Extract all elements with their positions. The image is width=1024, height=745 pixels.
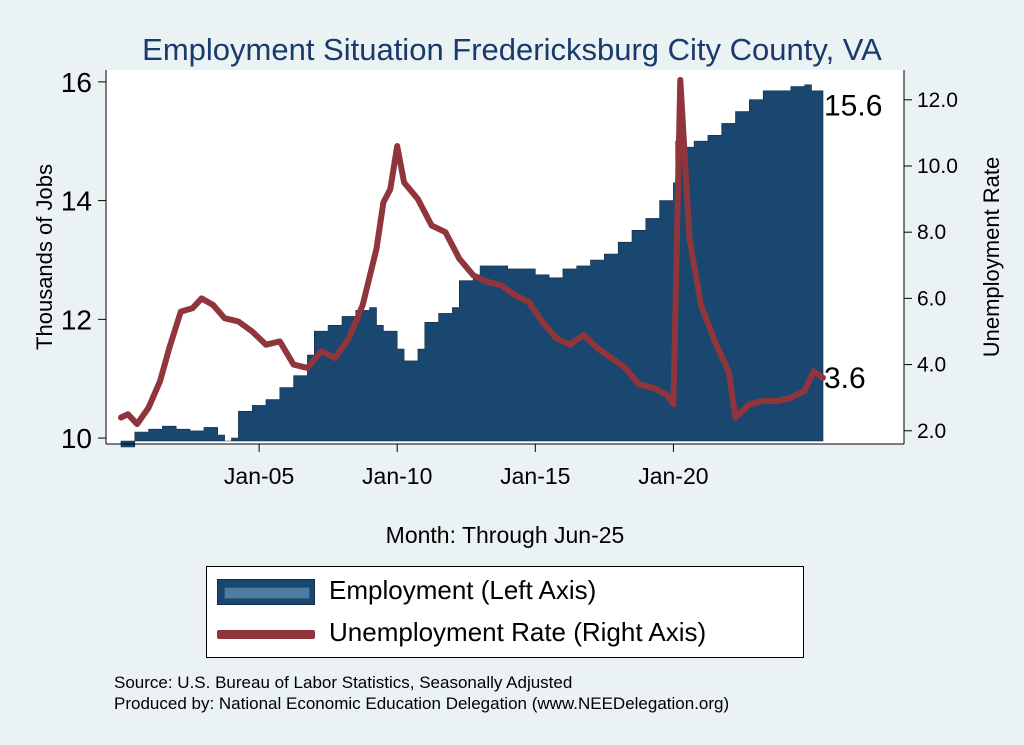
left-axis-tick-label: 16: [61, 67, 92, 98]
left-axis-tick-label: 10: [61, 423, 92, 454]
x-axis-tick-label: Jan-10: [362, 463, 432, 489]
employment-area-series: [120, 84, 824, 448]
axis-ticks: 10 12 14 16 2.0 4.0 6.0 8.0 10.0 12.0 Jan-05 Jan-10…: [61, 67, 958, 489]
employment-area: [120, 84, 824, 448]
unemployment-line: [118, 76, 826, 428]
x-axis-title: Month: Through Jun-25: [386, 522, 625, 548]
left-axis-title: Thousands of Jobs: [32, 164, 57, 350]
right-axis-tick-label: 4.0: [917, 354, 946, 377]
legend-label-employment: Employment (Left Axis): [329, 575, 597, 605]
right-axis-tick-label: 6.0: [917, 287, 946, 310]
unemployment-end-label: 3.6: [824, 362, 866, 395]
legend-item-unemployment: Unemployment Rate (Right Axis): [207, 615, 803, 655]
right-axis-title: Unemployment Rate: [979, 157, 1004, 358]
right-axis-tick-label: 12.0: [917, 89, 958, 112]
x-axis-tick-label: Jan-15: [500, 463, 570, 489]
left-axis-tick-label: 12: [61, 304, 92, 335]
left-axis-tick-label: 14: [61, 186, 92, 217]
source-note: Source: U.S. Bureau of Labor Statistics,…: [114, 673, 573, 692]
employment-end-label: 15.6: [824, 90, 882, 123]
right-axis-tick-label: 2.0: [917, 420, 946, 443]
legend: Employment (Left Axis) Unemployment Rate…: [206, 566, 804, 658]
produced-by-note: Produced by: National Economic Education…: [114, 694, 730, 713]
employment-swatch: [217, 579, 315, 605]
right-axis-tick-label: 8.0: [917, 221, 946, 244]
unemployment-line-series: [118, 76, 826, 428]
legend-item-employment: Employment (Left Axis): [207, 573, 803, 613]
chart-title: Employment Situation Fredericksburg City…: [142, 32, 882, 67]
unemployment-swatch: [217, 630, 315, 639]
x-axis-tick-label: Jan-20: [638, 463, 708, 489]
x-axis-tick-label: Jan-05: [224, 463, 294, 489]
right-axis-tick-label: 10.0: [917, 155, 958, 178]
legend-label-unemployment: Unemployment Rate (Right Axis): [329, 617, 707, 647]
